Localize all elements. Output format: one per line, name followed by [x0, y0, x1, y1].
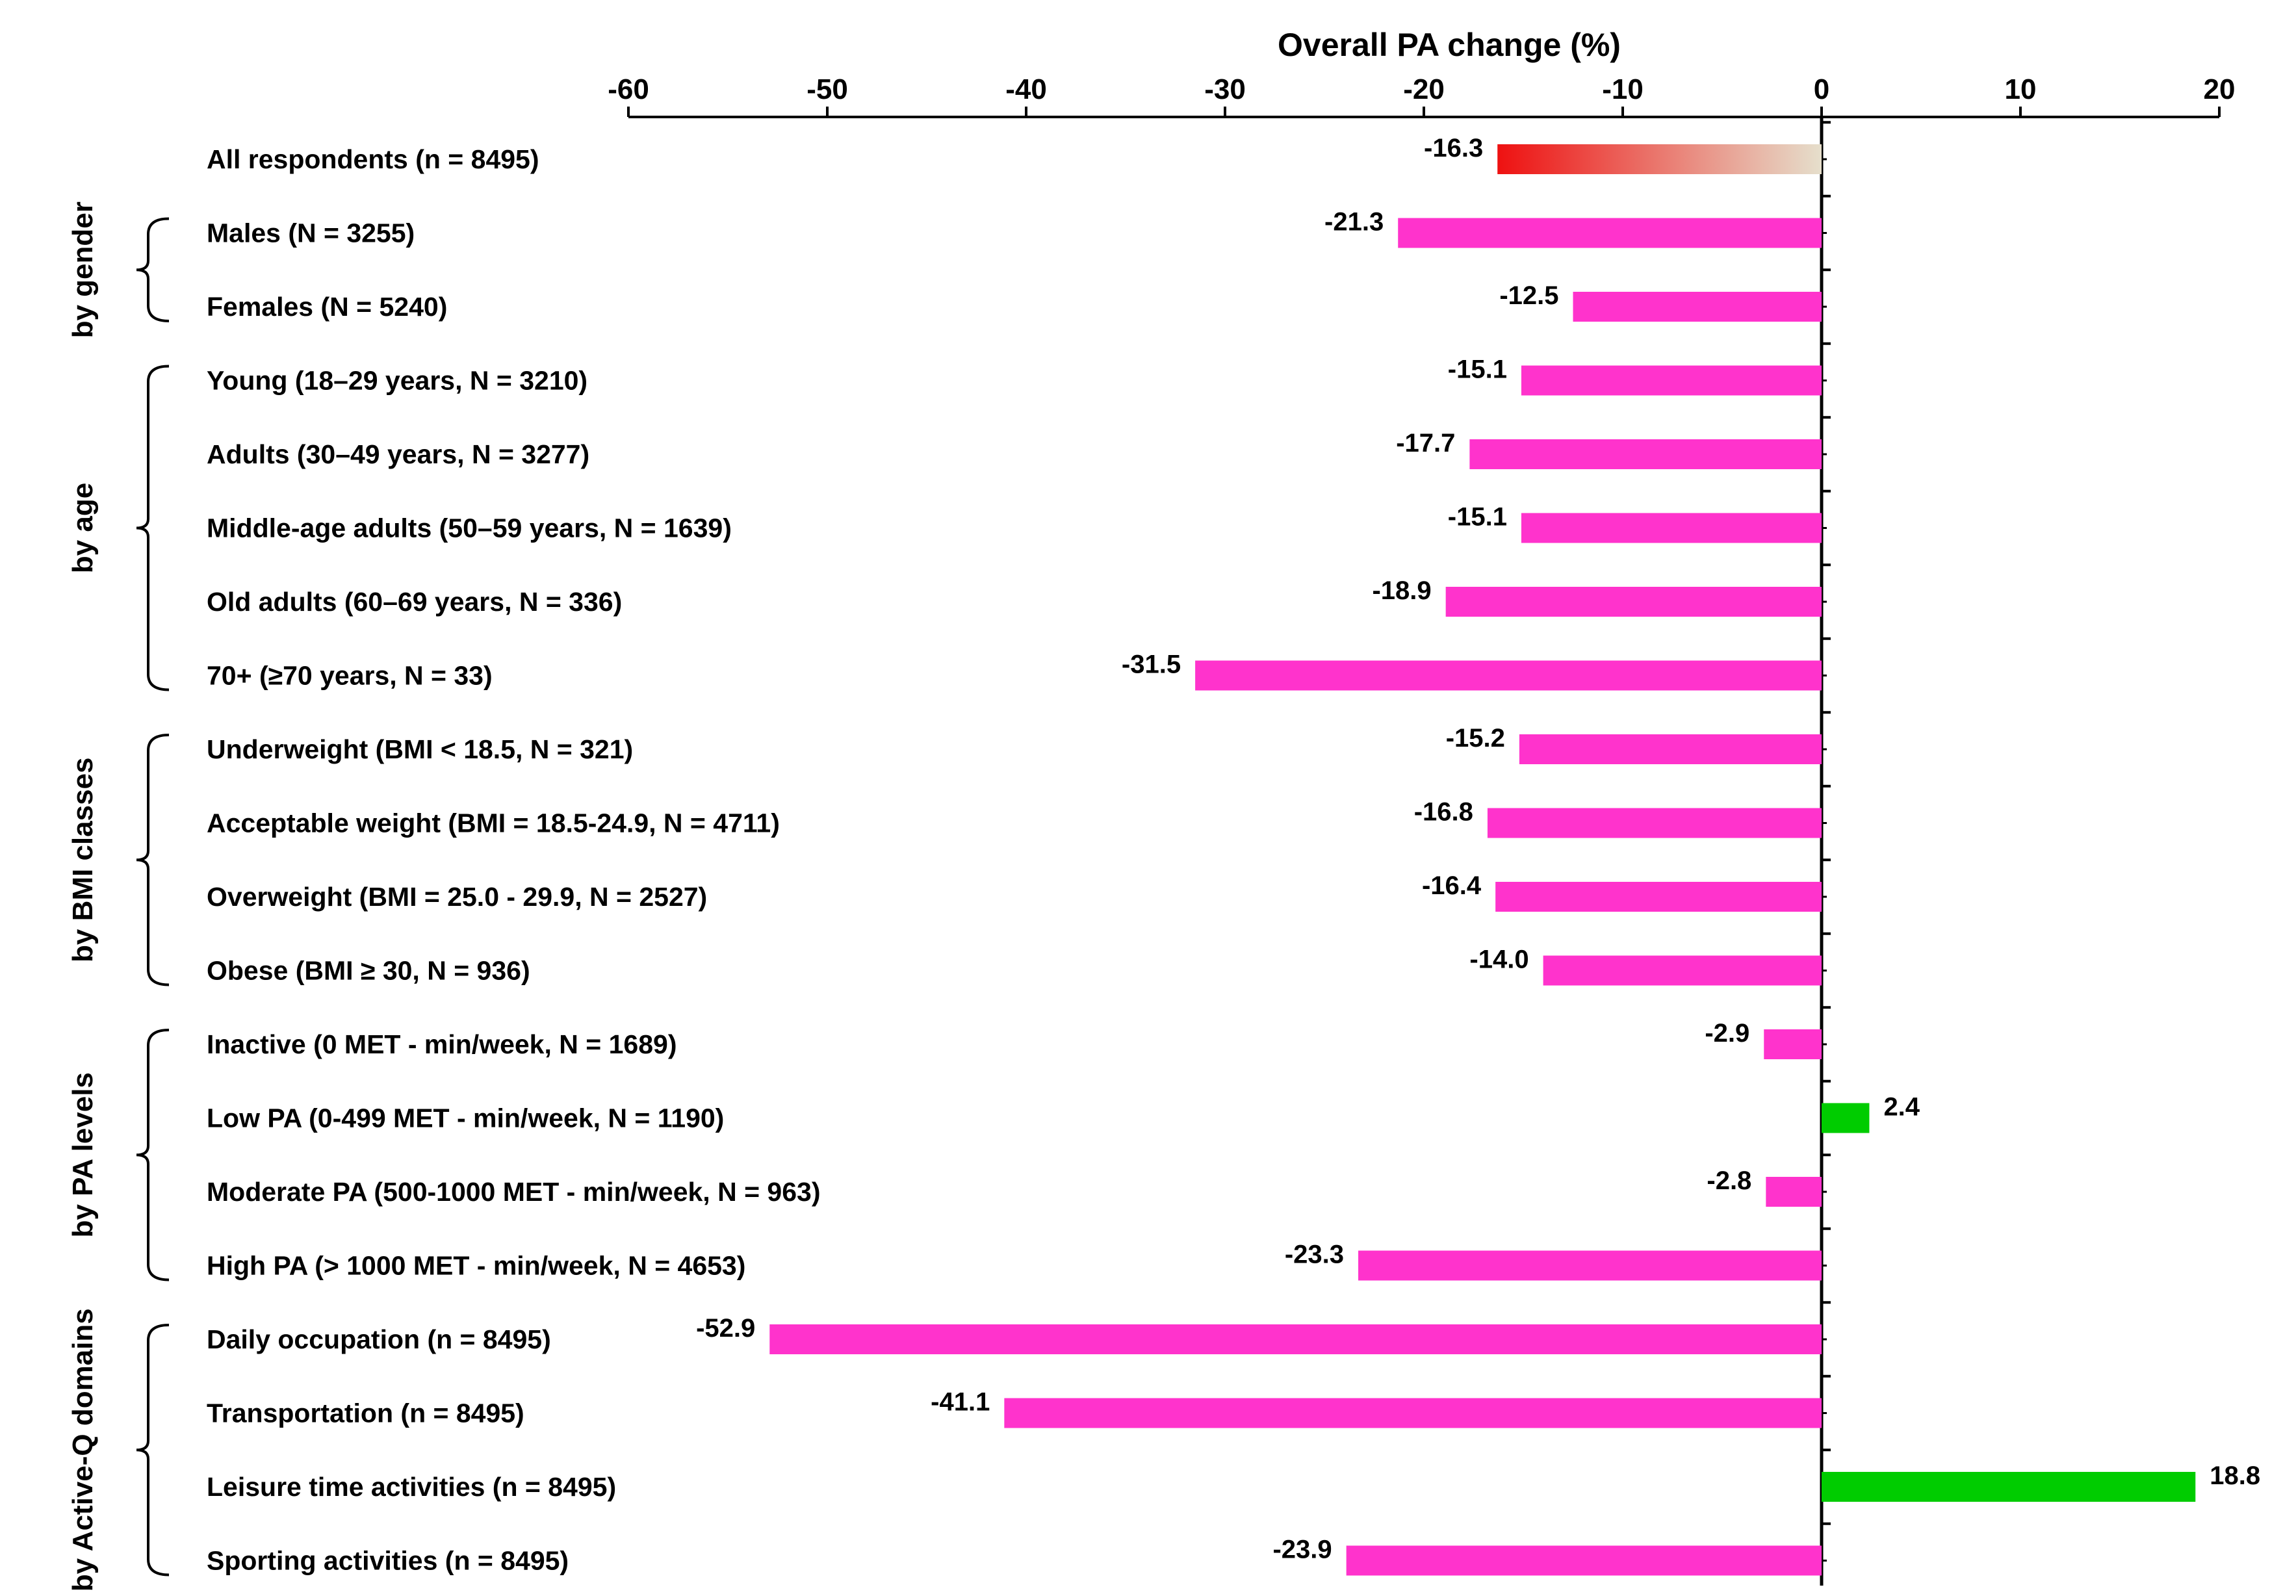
x-axis: -60 -50 -40 -30 -20 -10 0 10 20 — [608, 73, 2236, 1586]
bar — [1543, 955, 1822, 986]
category-label: Males (N = 3255) — [207, 218, 415, 248]
bar — [1521, 365, 1822, 396]
category-label: Females (N = 5240) — [207, 292, 447, 322]
group-bracket — [136, 1324, 170, 1577]
bar-value-label: -15.2 — [1446, 724, 1505, 753]
group-bracket — [136, 1029, 170, 1281]
bar — [1469, 439, 1822, 469]
bar — [1445, 587, 1822, 617]
group-brackets: by gender by age by BMI classes by PA level… — [67, 201, 170, 1591]
bar — [1497, 144, 1822, 174]
category-label: Low PA (0-499 MET - min/week, N = 1190) — [207, 1103, 724, 1133]
bar — [1487, 808, 1822, 838]
bar — [1495, 882, 1822, 912]
bar-value-label: -17.7 — [1396, 429, 1455, 457]
category-label: Transportation (n = 8495) — [207, 1398, 524, 1428]
group-label: by age — [67, 483, 99, 573]
group-bracket — [136, 734, 170, 986]
bar-value-label: -31.5 — [1122, 650, 1181, 679]
category-label: Moderate PA (500-1000 MET - min/week, N … — [207, 1177, 820, 1207]
bar — [1764, 1029, 1822, 1059]
bar-value-label: -14.0 — [1469, 946, 1529, 974]
category-label: 70+ (≥70 years, N = 33) — [207, 661, 493, 691]
bar-value-label: -23.3 — [1285, 1241, 1344, 1269]
bar-value-label: -12.5 — [1499, 281, 1558, 310]
bar — [1195, 660, 1822, 691]
group-label: by gender — [67, 201, 99, 338]
group-label: by BMI classes — [67, 758, 99, 963]
bar — [1822, 1472, 2196, 1502]
category-label: Overweight (BMI = 25.0 - 29.9, N = 2527) — [207, 882, 707, 912]
bar-value-label: -23.9 — [1272, 1536, 1332, 1564]
bar-value-label: -15.1 — [1448, 355, 1507, 384]
bar — [1822, 1103, 1870, 1133]
bar-value-label: -21.3 — [1324, 208, 1384, 237]
x-tick-label: -40 — [1005, 73, 1047, 105]
bar — [1004, 1398, 1822, 1428]
category-label: Leisure time activities (n = 8495) — [207, 1472, 616, 1502]
x-tick-label: -20 — [1403, 73, 1445, 105]
category-label: Obese (BMI ≥ 30, N = 936) — [207, 956, 530, 986]
bar-value-label: -15.1 — [1448, 503, 1507, 532]
group-label: by Active-Q domains — [67, 1308, 99, 1591]
x-tick-label: -30 — [1204, 73, 1246, 105]
bar-value-label: -16.8 — [1414, 798, 1473, 827]
category-label: Inactive (0 MET - min/week, N = 1689) — [207, 1029, 677, 1059]
bar-value-label: -41.1 — [931, 1388, 990, 1417]
bar-value-label: -18.9 — [1372, 576, 1431, 605]
category-label: Daily occupation (n = 8495) — [207, 1324, 551, 1354]
category-label: Adults (30–49 years, N = 3277) — [207, 439, 589, 469]
x-tick-label: -60 — [608, 73, 649, 105]
bar-value-label: -16.4 — [1422, 871, 1482, 900]
group-bracket — [136, 365, 170, 691]
bar-value-label: -16.3 — [1424, 134, 1483, 162]
bar — [1766, 1177, 1822, 1207]
x-tick-label: 20 — [2204, 73, 2236, 105]
bar-value-label: -2.8 — [1707, 1166, 1751, 1195]
category-label: Sporting activities (n = 8495) — [207, 1546, 569, 1576]
category-label: Acceptable weight (BMI = 18.5-24.9, N = … — [207, 808, 780, 838]
bar — [1346, 1545, 1822, 1576]
category-label: Middle-age adults (50–59 years, N = 1639… — [207, 513, 732, 543]
bar — [1521, 513, 1822, 543]
category-label: Underweight (BMI < 18.5, N = 321) — [207, 734, 633, 764]
bars: -16.3 -21.3 -12.5 -15.1 -17.7 -15.1 -18.9 -31.5… — [696, 134, 2260, 1576]
category-labels: All respondents (n = 8495) Males (N = 325… — [207, 144, 820, 1576]
x-tick-label: 10 — [2005, 73, 2037, 105]
bar — [1573, 292, 1822, 322]
category-label: High PA (> 1000 MET - min/week, N = 4653… — [207, 1251, 745, 1281]
bar-value-label: 18.8 — [2210, 1461, 2260, 1490]
group-bracket — [136, 217, 170, 322]
category-label: All respondents (n = 8495) — [207, 144, 539, 174]
bar-value-label: 2.4 — [1883, 1093, 1920, 1122]
chart-title: Overall PA change (%) — [1278, 27, 1621, 63]
category-label: Old adults (60–69 years, N = 336) — [207, 587, 622, 617]
group-label: by PA levels — [67, 1072, 99, 1237]
bar — [1358, 1250, 1822, 1281]
bar-value-label: -2.9 — [1705, 1019, 1749, 1048]
bar — [1519, 734, 1822, 764]
bar — [769, 1324, 1822, 1354]
x-tick-label: -50 — [806, 73, 848, 105]
x-tick-label: 0 — [1814, 73, 1829, 105]
bar — [1398, 218, 1822, 248]
category-label: Young (18–29 years, N = 3210) — [207, 366, 587, 396]
bar-value-label: -52.9 — [696, 1314, 755, 1343]
x-tick-label: -10 — [1602, 73, 1644, 105]
